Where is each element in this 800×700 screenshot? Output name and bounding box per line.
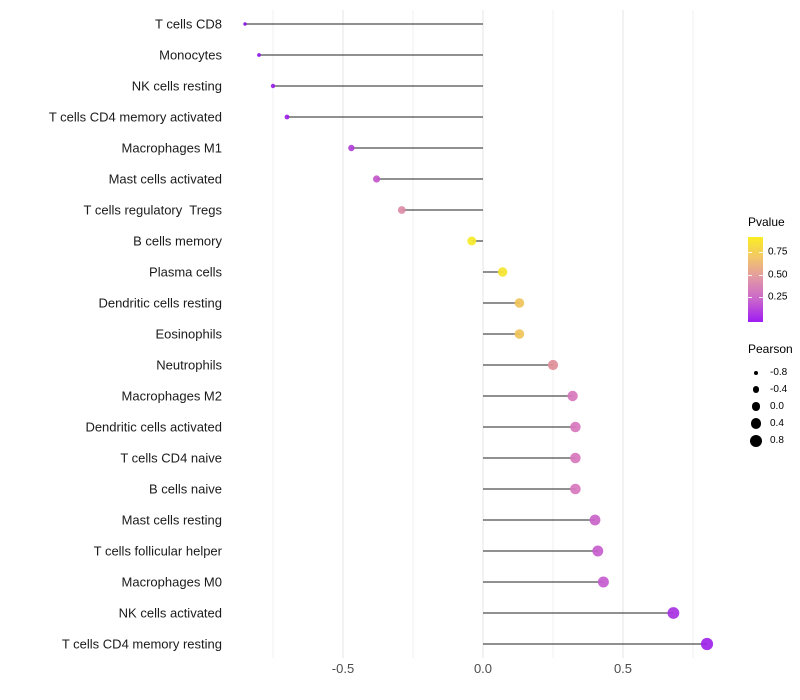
pvalue-colorbar-wrap: 0.75 0.50 0.25 [748, 237, 787, 322]
legend-pearson: Pearson -0.8 -0.4 0.0 0.4 0.8 [748, 342, 800, 449]
category-label: T cells regulatory Tregs [84, 203, 223, 218]
lollipop-dot [592, 545, 604, 557]
pearson-legend-label: -0.4 [770, 384, 788, 395]
category-label: NK cells activated [119, 606, 222, 621]
pearson-size-dot-icon [752, 386, 760, 393]
category-label: Macrophages M0 [122, 575, 222, 590]
lollipop-dot [589, 514, 601, 526]
x-tick-label: -0.5 [332, 661, 354, 676]
lollipop-dot [700, 637, 714, 651]
lollipop-dot [467, 236, 477, 246]
category-label: Neutrophils [156, 358, 222, 373]
x-tick-label: 0.5 [614, 661, 632, 676]
colorbar-tick-mark [748, 297, 752, 298]
pearson-size-dot-icon [750, 418, 762, 429]
category-label: T cells CD8 [155, 17, 222, 32]
category-label: B cells naive [149, 482, 222, 497]
colorbar-tick-label: 0.75 [768, 246, 788, 258]
category-label: Plasma cells [149, 265, 222, 280]
category-label: Mast cells resting [122, 513, 222, 528]
category-label: T cells follicular helper [94, 544, 223, 559]
pearson-size-dot-icon [750, 434, 762, 447]
pearson-legend-item: -0.4 [748, 381, 800, 398]
pearson-dot-cell [748, 370, 764, 375]
pearson-legend-item: 0.0 [748, 398, 800, 415]
lollipop-dot [373, 175, 381, 183]
lollipop-dot [348, 144, 355, 152]
colorbar-tick-mark [759, 297, 763, 298]
lollipop-dot [514, 298, 525, 308]
category-label: Eosinophils [156, 327, 223, 342]
category-label: T cells CD4 memory activated [49, 110, 222, 125]
colorbar-tick-mark [748, 275, 752, 276]
pearson-dot-cell [748, 434, 764, 447]
lollipop-dot [284, 114, 290, 120]
pearson-dot-cell [748, 402, 764, 411]
colorbar-tick-mark [759, 275, 763, 276]
pearson-size-dot-icon [751, 402, 761, 411]
lollipop-dot [570, 483, 581, 495]
category-label: Dendritic cells resting [98, 296, 222, 311]
legend-pvalue-title: Pvalue [748, 215, 785, 229]
lollipop-dot [667, 607, 680, 619]
lollipop-dot [270, 83, 276, 89]
lollipop-dot [243, 22, 247, 26]
pearson-dot-cell [748, 386, 764, 393]
lollipop-dot [570, 452, 581, 464]
lollipop-dot [514, 329, 525, 339]
colorbar-tick-label: 0.50 [768, 269, 788, 281]
pvalue-colorbar [748, 237, 763, 322]
pearson-legend-label: -0.8 [770, 367, 788, 378]
category-label: Monocytes [159, 48, 222, 63]
lollipop-dot [597, 576, 609, 588]
lollipop-dot [497, 267, 508, 277]
x-tick-label: 0.0 [474, 661, 492, 676]
category-label: Dendritic cells activated [85, 420, 222, 435]
colorbar-tick-mark [748, 252, 752, 253]
colorbar-tick-label: 0.25 [768, 291, 788, 303]
category-label: Macrophages M1 [122, 141, 222, 156]
category-label: B cells memory [133, 234, 222, 249]
category-label: Mast cells activated [109, 172, 222, 187]
category-label: T cells CD4 memory resting [62, 637, 222, 652]
pearson-size-dot-icon [754, 370, 758, 375]
category-label: T cells CD4 naive [120, 451, 222, 466]
lollipop-dot [570, 421, 581, 433]
lollipop-dot [567, 390, 578, 402]
pearson-legend-item: -0.8 [748, 364, 800, 381]
colorbar-tick-mark [759, 252, 763, 253]
category-label: Macrophages M2 [122, 389, 222, 404]
pearson-legend-item: 0.8 [748, 432, 800, 449]
pearson-legend-label: 0.8 [770, 435, 784, 446]
legend-pvalue: Pvalue 0.75 0.50 0.25 [748, 215, 800, 322]
category-label: NK cells resting [132, 79, 222, 94]
lollipop-dot [547, 359, 559, 371]
pearson-legend-label: 0.4 [770, 418, 784, 429]
legend-pearson-title: Pearson [748, 342, 793, 356]
pearson-legend-item: 0.4 [748, 415, 800, 432]
pearson-legend-label: 0.0 [770, 401, 784, 412]
lollipop-dot [397, 206, 406, 214]
pearson-dot-cell [748, 418, 764, 429]
lollipop-dot [257, 53, 261, 57]
